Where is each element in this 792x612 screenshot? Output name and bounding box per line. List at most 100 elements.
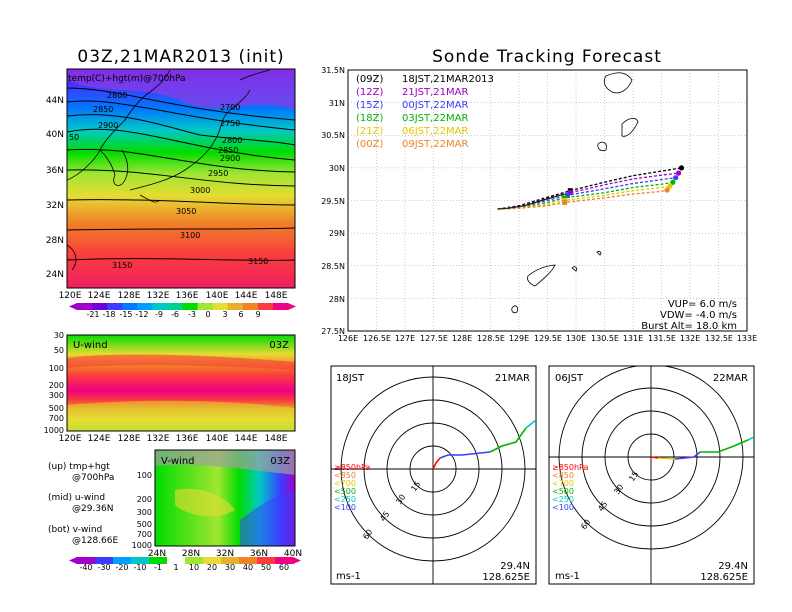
- polar-right-hodograph: [650, 436, 754, 460]
- map-lon-ticks: 120E 124E 128E 132E 136E 140E 144E 148E: [59, 291, 288, 301]
- polar-left-legend: ≥850hPa <850 <700 <500 <250 <100: [334, 463, 371, 512]
- svg-text:28N: 28N: [182, 549, 200, 559]
- svg-text:2700: 2700: [220, 103, 240, 112]
- svg-text:300: 300: [49, 391, 64, 400]
- svg-text:40N: 40N: [46, 130, 64, 140]
- svg-text:-10: -10: [133, 563, 146, 572]
- colorbar-end-left: [69, 557, 77, 564]
- colorbar-swatch: [77, 303, 93, 310]
- svg-text:40: 40: [243, 563, 253, 572]
- svg-text:132E: 132E: [680, 334, 700, 343]
- panel-notes: (up) tmp+hgt @700hPa (mid) u-wind @29.36…: [48, 462, 118, 546]
- svg-text:40N: 40N: [284, 549, 302, 559]
- svg-text:27.5N: 27.5N: [321, 327, 345, 336]
- legend-12z: (12Z) 21JST,21MAR: [356, 87, 469, 98]
- svg-text:144E: 144E: [235, 434, 258, 444]
- colorbar-swatch: [152, 303, 168, 310]
- svg-text:24N: 24N: [148, 549, 166, 559]
- landing-point-3: [670, 179, 676, 185]
- coastlines: [67, 69, 271, 271]
- svg-text:126E: 126E: [338, 334, 358, 343]
- colorbar-swatch: [182, 303, 198, 310]
- polar-left-unit: ms-1: [336, 571, 361, 582]
- svg-text:50: 50: [69, 133, 79, 142]
- svg-text:126.5E: 126.5E: [363, 334, 391, 343]
- svg-text:31.5N: 31.5N: [321, 66, 345, 75]
- vwind-time: 03Z: [270, 456, 290, 467]
- svg-text:<700: <700: [334, 479, 356, 488]
- tracking-legend: (09Z) 18JST,21MAR2013 (12Z) 21JST,21MAR (1…: [356, 74, 494, 150]
- svg-text:131.5E: 131.5E: [648, 334, 676, 343]
- polar-left-frame: [330, 365, 537, 585]
- svg-text:≥850hPa: ≥850hPa: [552, 463, 589, 472]
- uwind-p-ticks: 30 50 100 200 300 500 700 1000: [44, 331, 64, 435]
- svg-text:3050: 3050: [176, 207, 196, 216]
- colorbar-swatch: [257, 303, 274, 310]
- uwind-label: U-wind: [73, 340, 108, 351]
- vwind-panel: V-wind 03Z 100 200 300 500 700 1000 24N …: [132, 449, 302, 559]
- svg-text:2950: 2950: [208, 169, 228, 178]
- svg-text:140E: 140E: [206, 434, 229, 444]
- svg-text:28N: 28N: [46, 236, 64, 246]
- svg-text:1000: 1000: [44, 426, 64, 435]
- polar-right-unit: ms-1: [555, 571, 580, 582]
- svg-text:<500: <500: [334, 487, 356, 496]
- svg-text:129.5E: 129.5E: [534, 334, 562, 343]
- svg-text:3150: 3150: [112, 261, 132, 270]
- colorbar-swatch: [167, 303, 183, 310]
- svg-text:32N: 32N: [216, 549, 234, 559]
- colorbar-end-left: [69, 303, 77, 310]
- svg-text:9: 9: [255, 310, 260, 319]
- svg-text:<100: <100: [552, 503, 574, 512]
- svg-text:132E: 132E: [147, 434, 170, 444]
- svg-text:120E: 120E: [59, 434, 82, 444]
- svg-text:6: 6: [238, 310, 243, 319]
- svg-text:127.5E: 127.5E: [420, 334, 448, 343]
- svg-text:00JST,22MAR: 00JST,22MAR: [402, 100, 469, 111]
- colorbar-swatch: [113, 557, 132, 564]
- svg-text:18JST,21MAR2013: 18JST,21MAR2013: [402, 74, 494, 85]
- svg-text:-12: -12: [135, 310, 148, 319]
- svg-text:500: 500: [137, 520, 152, 529]
- wind-colorbar: [69, 557, 301, 564]
- colorbar-swatch: [185, 557, 204, 564]
- svg-text:2850: 2850: [218, 146, 238, 155]
- colorbar-end-right: [288, 303, 296, 310]
- svg-text:100: 100: [137, 471, 152, 480]
- note-bot-level: @128.66E: [72, 536, 118, 546]
- svg-text:-3: -3: [188, 310, 196, 319]
- svg-text:36N: 36N: [250, 549, 268, 559]
- svg-text:200: 200: [137, 495, 152, 504]
- svg-text:<850: <850: [552, 471, 574, 480]
- landing-point-2: [673, 175, 679, 181]
- landing-point-4: [667, 183, 673, 189]
- tracking-lat-ticks: 31.5N 31N 30.5N 30N 29.5N 29N 28.5N 28N …: [321, 66, 345, 336]
- svg-text:06JST,22MAR: 06JST,22MAR: [402, 126, 469, 137]
- svg-text:100: 100: [49, 364, 64, 373]
- svg-text:128.5E: 128.5E: [477, 334, 505, 343]
- tracking-title: Sonde Tracking Forecast: [432, 47, 662, 67]
- svg-text:21JST,21MAR: 21JST,21MAR: [402, 87, 469, 98]
- svg-text:127E: 127E: [395, 334, 415, 343]
- legend-18z: (18Z) 03JST,22MAR: [356, 113, 469, 124]
- svg-text:124E: 124E: [88, 291, 111, 301]
- svg-text:30.5N: 30.5N: [321, 131, 345, 140]
- svg-text:124E: 124E: [88, 434, 111, 444]
- param-burst: Burst Alt= 18.0 km: [641, 321, 737, 332]
- svg-text:1000: 1000: [132, 541, 152, 550]
- svg-text:44N: 44N: [46, 96, 64, 106]
- uwind-lon-ticks: 120E 124E 128E 132E 136E 140E 144E 148E: [59, 434, 288, 444]
- svg-text:<850: <850: [334, 471, 356, 480]
- svg-text:20: 20: [207, 563, 217, 572]
- colorbar-swatch: [149, 557, 168, 564]
- svg-text:60: 60: [279, 563, 289, 572]
- note-up: (up) tmp+hgt: [48, 462, 110, 472]
- svg-text:(12Z): (12Z): [356, 87, 383, 98]
- colorbar-swatch: [203, 557, 222, 564]
- svg-text:24N: 24N: [46, 270, 64, 280]
- contour-labels: 2700 2750 2800 2850 2900 2950 3000 3050 …: [69, 91, 268, 270]
- polar-left-lat: 29.4N: [500, 561, 530, 572]
- svg-text:136E: 136E: [176, 434, 199, 444]
- colorbar-swatch: [137, 303, 153, 310]
